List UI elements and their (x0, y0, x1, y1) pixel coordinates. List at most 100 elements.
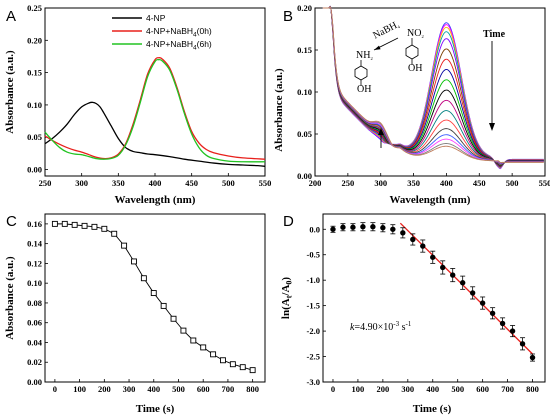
panel-d-letter: D (283, 213, 294, 230)
panel-c-marker (150, 290, 157, 297)
panel-c-frame (44, 213, 266, 383)
panel-a-y-tick-label: 0.20 (27, 35, 42, 45)
panel-a-y-tick-label: 0.25 (27, 3, 42, 13)
panel-c-x-tick-label: 0 (53, 384, 57, 394)
panel-c-x-label: Time (s) (136, 403, 175, 415)
panel-d-point (499, 320, 506, 327)
panel-c-x-tick-label: 800 (246, 384, 259, 394)
panel-c-marker (121, 242, 128, 249)
panel-c-x-tick-label: 200 (98, 384, 111, 394)
nitrophenol-structure (405, 38, 419, 65)
panel-a-x-label: Wavelength (nm) (115, 194, 196, 206)
panel-b-x-tick-label: 200 (309, 178, 322, 188)
panel-d: D 0 100 200 300 400 500 600 700 800 0.0 -0.5 -1.0 -1… (280, 213, 546, 415)
nitrophenol-oh-label: OH (408, 63, 422, 74)
panel-c-line (54, 223, 253, 371)
panel-c-y-label: Absorbance (a.u.) (4, 256, 16, 340)
panel-d-y-tick-label: -2.0 (307, 326, 320, 336)
nitro-group-label: NO2 (407, 28, 424, 39)
panel-a-line-0 (44, 101, 266, 167)
panel-c-marker (220, 357, 226, 364)
panel-d-point (380, 225, 386, 231)
panel-a-x-tick-label: 300 (75, 178, 88, 188)
panel-b-letter: B (283, 8, 293, 25)
rate-constant-label: k=4.90×10-3 s-1 (350, 320, 412, 333)
panel-b-spectrum-4 (322, 5, 544, 168)
panel-b: B 200 250 300 350 400 450 500 550 0.00 0.05 0.10 0.… (273, 3, 550, 206)
panel-b-spectrum-1 (322, 5, 544, 169)
legend-label-0h: 4-NP+NaBH4(0h) (146, 26, 212, 39)
panel-c-letter: C (6, 213, 17, 230)
panel-c-marker (249, 367, 256, 374)
panel-a-line-1 (44, 57, 266, 160)
panel-d-point (469, 290, 476, 296)
panel-d-x-tick-label: 400 (426, 384, 439, 394)
panel-b-spectrum-3 (322, 5, 544, 168)
panel-a-spectra (44, 57, 266, 167)
panel-d-series (330, 222, 536, 362)
reduction-arrowhead (374, 45, 381, 50)
panel-d-x-label: Time (s) (413, 403, 452, 415)
panel-d-y-tick-label: -3.0 (307, 377, 320, 387)
panel-c-marker (61, 220, 68, 227)
panel-b-x-tick-label: 550 (539, 178, 550, 188)
panel-b-y-tick-label: 0.00 (297, 171, 312, 181)
panel-d-x-tick-label: 500 (451, 384, 464, 394)
panel-d-x-tick-label: 0 (331, 384, 335, 394)
panel-c-x-tick-label: 700 (222, 384, 235, 394)
panel-c-x-tick-label: 400 (147, 384, 160, 394)
panel-b-axes: 200 250 300 350 400 450 500 550 0.00 0.05 0.10 0.15… (297, 3, 550, 188)
panel-d-point (410, 236, 416, 243)
panel-d-point (489, 310, 496, 316)
panel-d-point (519, 341, 526, 347)
panel-a-y-tick-label: 0.10 (27, 100, 42, 110)
panel-d-point (440, 264, 446, 271)
panel-c-marker (140, 275, 147, 282)
panel-b-spectrum-9 (322, 6, 544, 166)
panel-b-spectra (322, 5, 544, 170)
panel-a-y-tick-label: 0.00 (27, 165, 42, 175)
panel-d-point (350, 224, 356, 230)
panel-d-point (340, 224, 346, 230)
panel-d-y-tick-label: -0.5 (307, 250, 320, 260)
panel-c-marker (111, 230, 118, 237)
panel-c-marker (131, 258, 137, 265)
panel-c-x-tick-label: 500 (172, 384, 185, 394)
panel-c: C 0 100 200 300 400 500 600 700 8000.000.020.040… (4, 213, 266, 415)
panel-c-axes: 0 100 200 300 400 500 600 700 800 0.00 0.02 0.04 0.0… (27, 219, 259, 394)
panel-a-line-2 (44, 58, 266, 163)
panel-c-marker (160, 302, 167, 309)
panel-a-letter: A (6, 8, 16, 25)
panel-d-y-tick-label: 0.0 (309, 224, 320, 234)
panel-b-x-tick-label: 250 (341, 178, 354, 188)
panel-d-x-tick-label: 300 (401, 384, 414, 394)
panel-c-marker (71, 221, 78, 228)
panel-c-marker (101, 225, 108, 232)
panel-d-x-tick-label: 100 (352, 384, 365, 394)
panel-c-x-tick-label: 100 (73, 384, 86, 394)
panel-d-y-tick-label: -1.5 (307, 301, 320, 311)
panel-d-x-tick-label: 200 (376, 384, 389, 394)
time-arrowhead (489, 123, 495, 131)
panel-b-y-tick-label: 0.05 (297, 129, 312, 139)
panel-c-y-tick-label: 0.12 (27, 258, 42, 268)
panel-d-x-tick-label: 700 (501, 384, 514, 394)
panel-a-x-tick-label: 450 (185, 178, 198, 188)
panel-b-x-tick-label: 500 (506, 178, 519, 188)
panel-b-y-tick-label: 0.10 (297, 87, 312, 97)
panel-b-y-label: Absorbance (a.u.) (273, 68, 285, 152)
legend-label-6h: 4-NP+NaBH4(6h) (146, 39, 212, 52)
panel-b-spectrum-10 (322, 6, 544, 166)
panel-d-x-tick-label: 800 (526, 384, 539, 394)
panel-a-y-label: Absorbance (a.u.) (4, 50, 16, 134)
panel-d-y-tick-label: -1.0 (307, 275, 320, 285)
panel-c-marker (170, 315, 177, 322)
time-label: Time (483, 29, 506, 40)
panel-d-point (450, 272, 456, 278)
panel-a-x-tick-label: 550 (259, 178, 272, 188)
panel-d-frame (322, 213, 546, 383)
panel-a-y-tick-label: 0.05 (27, 132, 42, 142)
panel-d-y-label: ln(At/A0) (280, 277, 294, 319)
panel-b-x-label: Wavelength (nm) (390, 194, 471, 206)
panel-b-y-tick-label: 0.20 (297, 3, 312, 13)
